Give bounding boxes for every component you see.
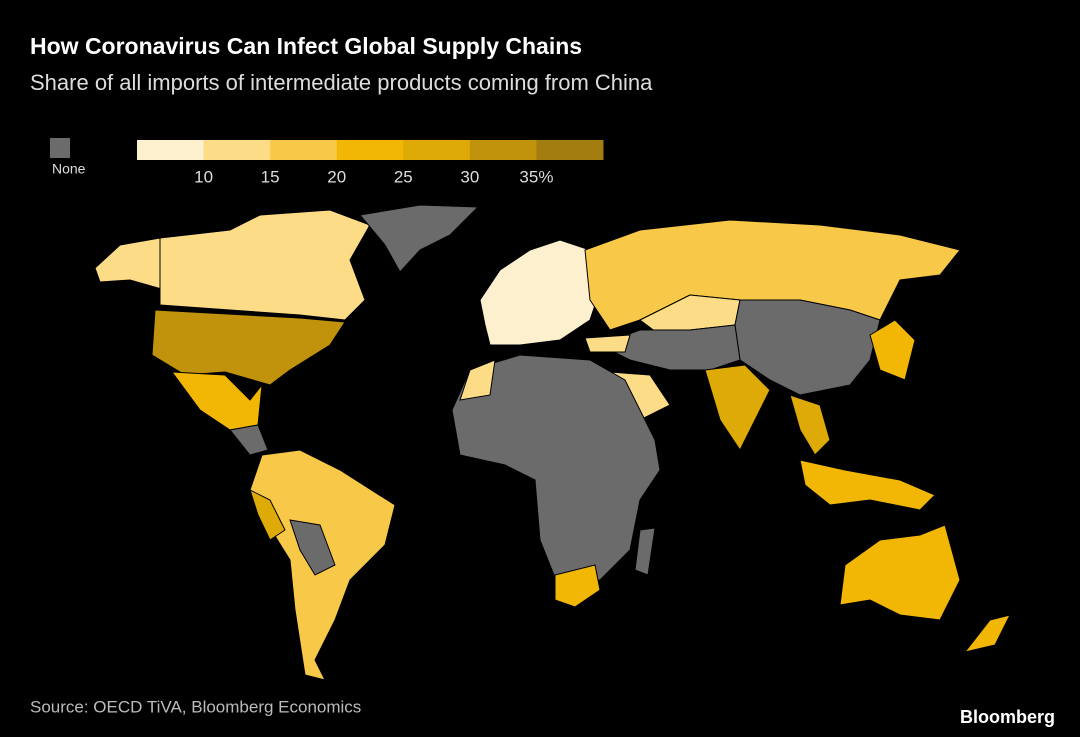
legend-tick-label: 35% — [519, 167, 553, 186]
south-africa — [554, 564, 601, 608]
world-map — [94, 204, 1011, 681]
morocco — [459, 359, 496, 401]
legend-tick-label: 20 — [327, 167, 346, 186]
legend: None 10 15 20 25 30 35% — [50, 138, 604, 186]
greenland — [359, 204, 480, 273]
australia — [839, 524, 961, 621]
legend-swatch — [403, 140, 471, 160]
alaska — [94, 237, 166, 291]
legend-swatch — [336, 140, 404, 160]
indonesia — [799, 459, 936, 511]
legend-swatch — [469, 140, 537, 160]
southeast-asia — [789, 394, 831, 456]
china-mongolia — [734, 299, 881, 396]
legend-tick-label: 15 — [261, 167, 280, 186]
middle-east — [598, 324, 741, 371]
title: How Coronavirus Can Infect Global Supply… — [30, 33, 582, 59]
legend-tick-label: 25 — [394, 167, 413, 186]
central-america — [229, 424, 269, 456]
madagascar — [634, 527, 656, 576]
usa — [151, 309, 346, 386]
new-zealand — [963, 614, 1011, 653]
legend-swatch — [536, 140, 604, 160]
europe — [479, 239, 601, 346]
bolivia-paraguay — [289, 519, 336, 576]
africa — [451, 354, 661, 591]
mexico — [170, 371, 263, 431]
canada — [159, 209, 371, 321]
brand: Bloomberg — [960, 707, 1055, 727]
subtitle: Share of all imports of intermediate pro… — [30, 70, 653, 95]
turkey — [584, 334, 631, 353]
none-label: None — [52, 161, 86, 177]
legend-swatch — [270, 140, 338, 160]
japan-korea — [869, 319, 916, 381]
source: Source: OECD TiVA, Bloomberg Economics — [30, 697, 361, 716]
legend-tick-label: 30 — [460, 167, 479, 186]
legend-swatch — [203, 140, 271, 160]
legend-tick-label: 10 — [194, 167, 213, 186]
none-swatch — [50, 138, 70, 158]
india — [704, 364, 771, 451]
legend-swatch — [137, 140, 205, 160]
peru — [249, 489, 286, 541]
